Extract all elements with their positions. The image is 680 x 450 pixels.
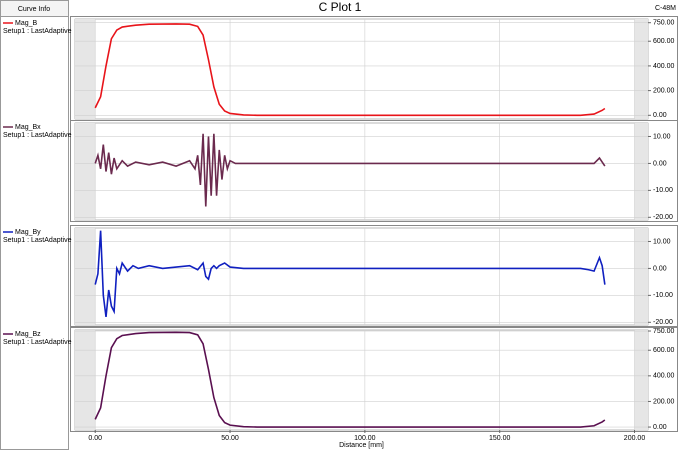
- x-tick-label: 200.00: [624, 435, 646, 442]
- legend-label: Mag_B: [15, 20, 38, 27]
- y-tick-label: 400.00: [653, 63, 675, 70]
- margin-band: [634, 123, 648, 220]
- series-line: [94, 230, 606, 318]
- y-tick-label: 750.00: [653, 328, 675, 335]
- x-tick-label: 50.00: [221, 435, 239, 442]
- y-tick-label: -20.00: [653, 214, 673, 221]
- legend-setup: Setup1 : LastAdaptive: [3, 339, 72, 346]
- plot-area: [74, 329, 649, 431]
- margin-band: [75, 19, 96, 119]
- y-tick-label: 0.00: [653, 112, 667, 119]
- series-line: [94, 133, 606, 207]
- legend-label: Mag_Bx: [15, 124, 41, 131]
- y-tick-label: 0.00: [653, 265, 667, 272]
- y-tick-label: 10.00: [653, 238, 671, 245]
- plot-area: [74, 227, 649, 326]
- margin-band: [75, 330, 96, 430]
- y-tick-label: -20.00: [653, 319, 673, 326]
- curve-info-header: Curve Info: [18, 6, 50, 13]
- y-tick-label: 600.00: [653, 38, 675, 45]
- y-tick-label: -10.00: [653, 187, 673, 194]
- y-tick-label: -10.00: [653, 292, 673, 299]
- x-tick-label: 100.00: [354, 435, 376, 442]
- y-tick-label: 0.00: [653, 424, 667, 431]
- legend-label: Mag_By: [15, 229, 41, 236]
- x-tick-label: 0.00: [88, 435, 102, 442]
- y-tick-label: 750.00: [653, 20, 675, 27]
- margin-band: [634, 228, 648, 325]
- series-line: [94, 331, 606, 428]
- legend-setup: Setup1 : LastAdaptive: [3, 28, 72, 35]
- margin-band: [634, 330, 648, 430]
- margin-band: [75, 123, 96, 220]
- x-axis-label: Distance [mm]: [339, 442, 384, 449]
- margin-band: [634, 19, 648, 119]
- plot-title: C Plot 1: [319, 0, 362, 14]
- legend-setup: Setup1 : LastAdaptive: [3, 237, 72, 244]
- y-tick-label: 10.00: [653, 133, 671, 140]
- margin-band: [75, 228, 96, 325]
- series-line: [94, 23, 606, 117]
- legend-label: Mag_Bz: [15, 331, 41, 338]
- y-tick-label: 200.00: [653, 398, 675, 405]
- y-tick-label: 200.00: [653, 87, 675, 94]
- legend-setup: Setup1 : LastAdaptive: [3, 132, 72, 139]
- plot-area: [74, 122, 649, 221]
- y-tick-label: 0.00: [653, 160, 667, 167]
- plot-area: [74, 18, 649, 120]
- corner-label: C-48M: [655, 5, 676, 12]
- y-tick-label: 400.00: [653, 373, 675, 380]
- curve-info-header-box: [0, 0, 69, 17]
- curve-info-panel: [0, 0, 69, 450]
- x-tick-label: 150.00: [489, 435, 511, 442]
- y-tick-label: 600.00: [653, 347, 675, 354]
